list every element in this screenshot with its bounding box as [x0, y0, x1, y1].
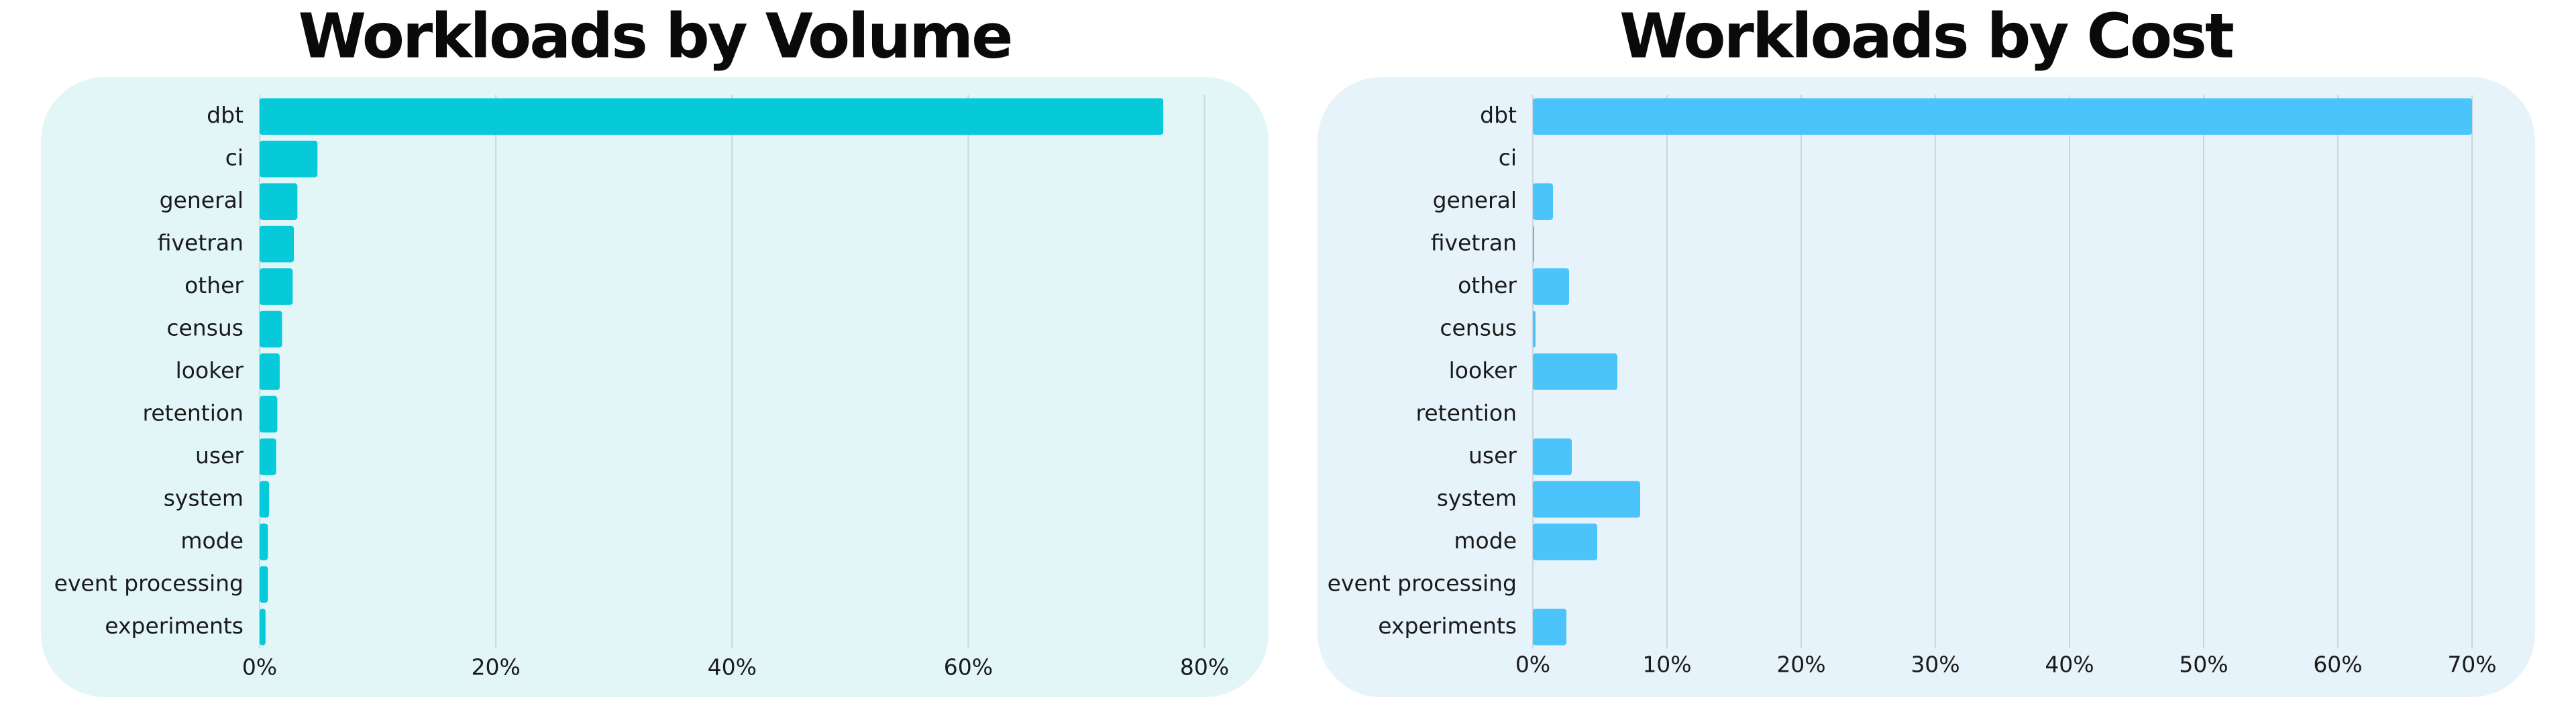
bar — [1533, 183, 1553, 220]
category-label: user — [195, 442, 244, 469]
x-tick-label: 20% — [1776, 652, 1825, 678]
x-tick-label: 30% — [1911, 652, 1960, 678]
bar — [260, 396, 278, 433]
bar — [260, 566, 268, 603]
category-label: looker — [176, 357, 244, 383]
category-label: event processing — [54, 570, 244, 596]
bar — [260, 524, 268, 560]
category-label: fivetran — [158, 230, 244, 256]
x-tick-label: 60% — [2313, 652, 2362, 678]
bar — [260, 225, 294, 263]
bar — [1533, 438, 1572, 475]
category-label: system — [1437, 485, 1517, 511]
bar — [260, 438, 276, 475]
x-tick-label: 40% — [708, 654, 757, 680]
category-label: mode — [1454, 528, 1517, 554]
category-label: census — [1440, 315, 1517, 341]
category-label: system — [164, 485, 244, 511]
category-label: general — [1433, 187, 1517, 213]
x-tick-label: 10% — [1642, 652, 1691, 678]
chart-panel: Workloads by Volume 0% 20% 40% 60% 80% dbt ci ge… — [41, 0, 1269, 697]
bar — [1533, 225, 1534, 263]
bar — [260, 183, 298, 220]
category-label: ci — [1499, 145, 1517, 171]
chart-panel: Workloads by Cost 0% 10% 20% 30% 40% 50% 60% 70%… — [1318, 0, 2535, 697]
panel-background — [1318, 77, 2535, 697]
bar — [260, 98, 1163, 135]
x-tick-label: 50% — [2179, 652, 2228, 678]
category-label: retention — [142, 400, 244, 426]
bar — [260, 268, 293, 305]
bar — [260, 481, 270, 518]
x-tick-label: 0% — [242, 654, 277, 680]
bar — [260, 310, 282, 348]
category-label: retention — [1415, 400, 1517, 426]
bar — [1533, 353, 1617, 390]
bar — [1533, 98, 2472, 135]
category-label: experiments — [1378, 613, 1517, 639]
category-label: dbt — [1480, 102, 1517, 128]
x-tick-label: 40% — [2045, 652, 2094, 678]
category-label: other — [184, 272, 244, 298]
x-tick-label: 80% — [1180, 654, 1229, 680]
x-tick-label: 0% — [1515, 652, 1550, 678]
x-tick-label: 20% — [471, 654, 520, 680]
bar — [1533, 310, 1536, 348]
category-label: experiments — [105, 613, 244, 639]
category-label: looker — [1449, 357, 1517, 383]
category-label: event processing — [1328, 570, 1517, 596]
bar — [1533, 524, 1597, 560]
bar — [260, 140, 318, 178]
chart-title: Workloads by Cost — [1619, 0, 2233, 72]
category-label: other — [1458, 272, 1517, 298]
bar — [260, 608, 266, 646]
x-tick-label: 70% — [2447, 652, 2496, 678]
category-label: mode — [180, 528, 244, 554]
category-label: dbt — [207, 102, 244, 128]
chart-title: Workloads by Volume — [299, 0, 1012, 72]
category-label: census — [166, 315, 244, 341]
bar — [260, 353, 280, 390]
bar — [1533, 608, 1566, 646]
category-label: general — [160, 187, 244, 213]
category-label: fivetran — [1431, 230, 1517, 256]
category-label: user — [1468, 442, 1517, 469]
bar — [1533, 481, 1640, 518]
panel-background — [41, 77, 1269, 697]
x-tick-label: 60% — [944, 654, 993, 680]
category-label: ci — [225, 145, 244, 171]
bar — [1533, 268, 1569, 305]
